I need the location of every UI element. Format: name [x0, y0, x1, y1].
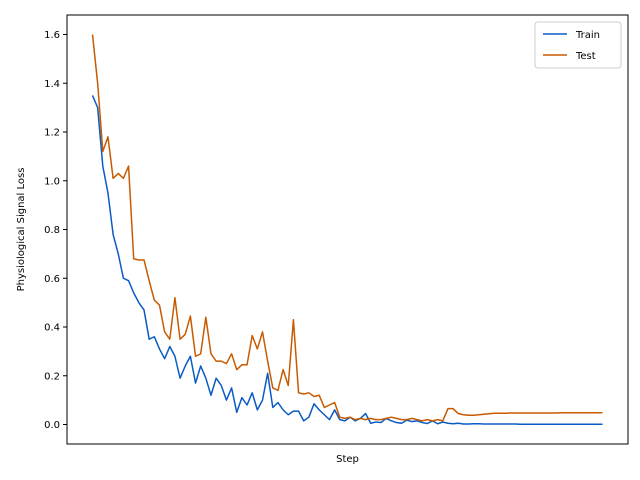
- y-tick-label: 1.4: [44, 79, 60, 90]
- series-layer: [91, 34, 603, 426]
- y-axis-ticks: 0.0 0.2 0.4 0.6 0.8 1.0 1.2 1.4 1.6: [44, 30, 67, 431]
- x-axis-label: Step: [336, 454, 359, 465]
- y-tick-label: 0.8: [44, 225, 60, 236]
- y-tick-label: 1.2: [44, 128, 60, 139]
- y-tick-label: 0.4: [44, 323, 60, 334]
- y-tick-label: 1.6: [44, 30, 60, 41]
- y-tick-label: 0.2: [44, 371, 60, 382]
- y-axis-label: Physiological Signal Loss: [16, 168, 27, 292]
- series-line-test: [91, 34, 603, 422]
- legend-label-train: Train: [575, 30, 600, 41]
- y-tick-label: 0.6: [44, 274, 60, 285]
- legend-label-test: Test: [575, 51, 596, 62]
- y-tick-label: 0.0: [44, 420, 60, 431]
- y-tick-label: 1.0: [44, 176, 60, 187]
- axes-frame: [66, 14, 629, 445]
- legend: Train Test: [534, 21, 622, 69]
- series-line-train: [91, 95, 603, 426]
